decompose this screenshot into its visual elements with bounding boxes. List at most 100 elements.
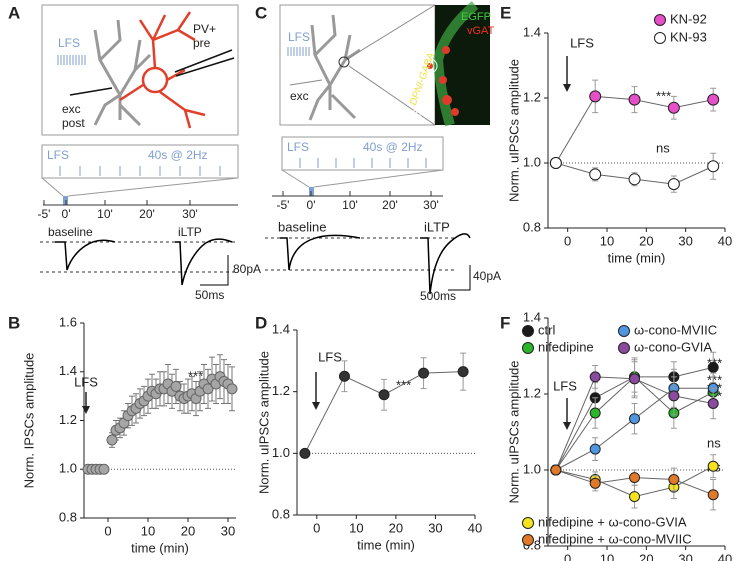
marker	[457, 366, 469, 378]
protocol-lfs: LFS	[287, 140, 309, 154]
marker	[418, 367, 430, 379]
marker	[299, 447, 311, 459]
annotation: ***	[396, 377, 411, 392]
legend-marker	[654, 32, 666, 44]
protocol-box	[281, 136, 444, 171]
marker	[226, 383, 238, 395]
x-tick-label: 30	[221, 523, 235, 538]
marker	[629, 472, 641, 484]
y-tick-label: 1.4	[523, 24, 541, 39]
timeline-label: 0'	[62, 207, 71, 221]
marker	[668, 390, 680, 402]
image-scale: 1µm	[403, 107, 425, 119]
protocol-ticks	[299, 158, 427, 168]
timeline-label: 20'	[382, 198, 398, 212]
marker	[707, 398, 719, 409]
exc-neuron	[308, 14, 361, 121]
marker	[707, 160, 720, 173]
y-tick-label: 1.2	[59, 412, 77, 427]
x-tick-label: 10	[600, 551, 614, 561]
panel-a-diagram: A LFS PV+ pre exc post LFS 40s @ 2Hz -5'…	[8, 3, 261, 302]
annotation: LFS	[553, 378, 577, 393]
legend-label: ω-cono-MVIIC	[634, 322, 717, 337]
protocol-lfs: LFS	[47, 148, 69, 162]
x-tick-label: 0	[564, 551, 571, 561]
marker	[202, 383, 214, 395]
annotation: ns	[656, 140, 670, 155]
protocol-box	[41, 144, 239, 179]
y-axis-label: Norm. uIPSCs amplitude	[506, 360, 521, 503]
annotation: ***	[656, 88, 671, 103]
legend-marker	[522, 342, 534, 354]
marker	[707, 489, 719, 501]
marker	[707, 361, 719, 373]
x-tick-label: 0	[564, 233, 571, 248]
legend-marker	[618, 342, 630, 354]
timeline	[43, 200, 238, 206]
y-tick-label: 1.2	[523, 89, 541, 104]
marker	[629, 413, 641, 425]
legend-marker	[522, 517, 534, 529]
legend-marker	[522, 534, 534, 546]
scale-bar	[200, 255, 229, 286]
marker	[668, 474, 680, 485]
x-tick-label: 30	[678, 551, 692, 561]
panel-c-diagram: C LFS exc EGFP vGAT DPNI-GABA 1µm LFS 40…	[255, 1, 501, 303]
protocol-text: 40s @ 2Hz	[363, 140, 423, 154]
x-tick-label: 20	[389, 520, 403, 535]
scale-x: 500ms	[420, 289, 456, 303]
legend-label: nifedipine	[538, 339, 594, 354]
charts: B 0.8 1.0 1.2 1.4 1.6 0 10 20 30 time (min) Norm. I…	[8, 3, 732, 561]
exc-label: exc	[290, 89, 309, 103]
timeline-label: 10'	[342, 198, 358, 212]
x-axis-label: time (min)	[608, 250, 666, 265]
uncaging-label: DPNI-GABA	[408, 51, 437, 107]
marker	[589, 168, 602, 181]
baseline-label: baseline	[48, 225, 93, 239]
legend-label: KN-92	[670, 11, 707, 26]
lfs-label: LFS	[288, 30, 310, 44]
x-tick-label: 10	[600, 233, 614, 248]
x-tick-label: 30	[678, 233, 692, 248]
lfs-arrowhead	[563, 422, 571, 430]
y-tick-label: 0.8	[272, 506, 290, 521]
y-tick-label: 1.4	[523, 309, 541, 324]
panel-letter: A	[8, 3, 20, 22]
timeline-label: 10'	[97, 207, 113, 221]
y-tick-label: 1.0	[59, 461, 77, 476]
y-axis-label: Norm. uIPSCs amplitude	[506, 59, 521, 202]
y-tick-label: 1.2	[523, 385, 541, 400]
x-tick-label: 40	[718, 233, 732, 248]
schematic-box	[41, 4, 239, 136]
uncaging-target	[422, 58, 438, 74]
baseline-label: baseline	[278, 219, 326, 234]
x-tick-label: 20	[181, 523, 195, 538]
reference-dashes	[40, 241, 238, 273]
marker	[629, 491, 641, 503]
y-tick-label: 1.2	[272, 383, 290, 398]
scale-bar	[448, 265, 471, 291]
marker	[98, 463, 110, 475]
uncaging-spot	[338, 56, 350, 68]
legend-marker	[618, 325, 630, 337]
legend-label: nifedipine + ω-cono-MVIIC	[538, 531, 692, 546]
marker	[589, 371, 601, 383]
legend-label: ctrl	[538, 322, 555, 337]
marker	[629, 373, 641, 385]
pv-label: PV+	[193, 22, 216, 36]
protocol-ticks	[59, 166, 221, 176]
lfs-arrowhead	[82, 406, 90, 414]
x-tick-label: 20	[639, 551, 653, 561]
scale-x: 50ms	[195, 288, 224, 302]
timeline-label: 0'	[307, 198, 316, 212]
marker	[338, 370, 350, 382]
timeline-label: -5'	[38, 207, 51, 221]
exc-label: exc	[62, 102, 81, 116]
legend-label: nifedipine + ω-cono-GVIA	[538, 514, 687, 529]
y-tick-label: 1.4	[59, 363, 77, 378]
zoom-lines	[289, 4, 436, 126]
y-tick-label: 1.6	[59, 314, 77, 329]
timeline	[272, 191, 443, 197]
lfs-label: LFS	[58, 36, 80, 50]
